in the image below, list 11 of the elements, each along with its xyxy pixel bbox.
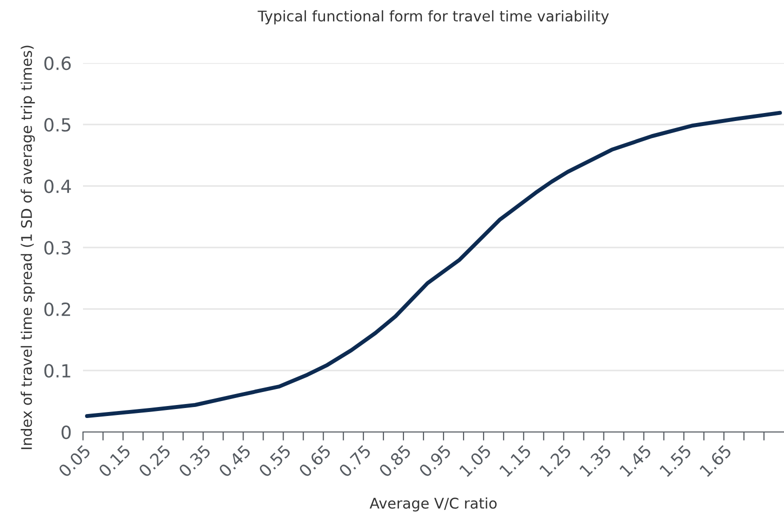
chart-title: Typical functional form for travel time variability: [258, 10, 609, 24]
y-tick-label: 0.6: [44, 56, 71, 70]
line-series: [85, 110, 782, 418]
x-axis-title: Average V/C ratio: [370, 497, 497, 512]
y-tick-label: 0.2: [44, 302, 70, 316]
y-tick-label: 0: [62, 425, 71, 440]
y-tick-label: 0.5: [44, 118, 70, 132]
y-tick-label: 0.4: [44, 179, 71, 194]
y-tick-label: 0.3: [44, 240, 70, 255]
y-tick-label: 0.1: [44, 364, 70, 378]
y-axis-title: Index of travel time spread (1 SD of average trip times): [20, 46, 35, 450]
